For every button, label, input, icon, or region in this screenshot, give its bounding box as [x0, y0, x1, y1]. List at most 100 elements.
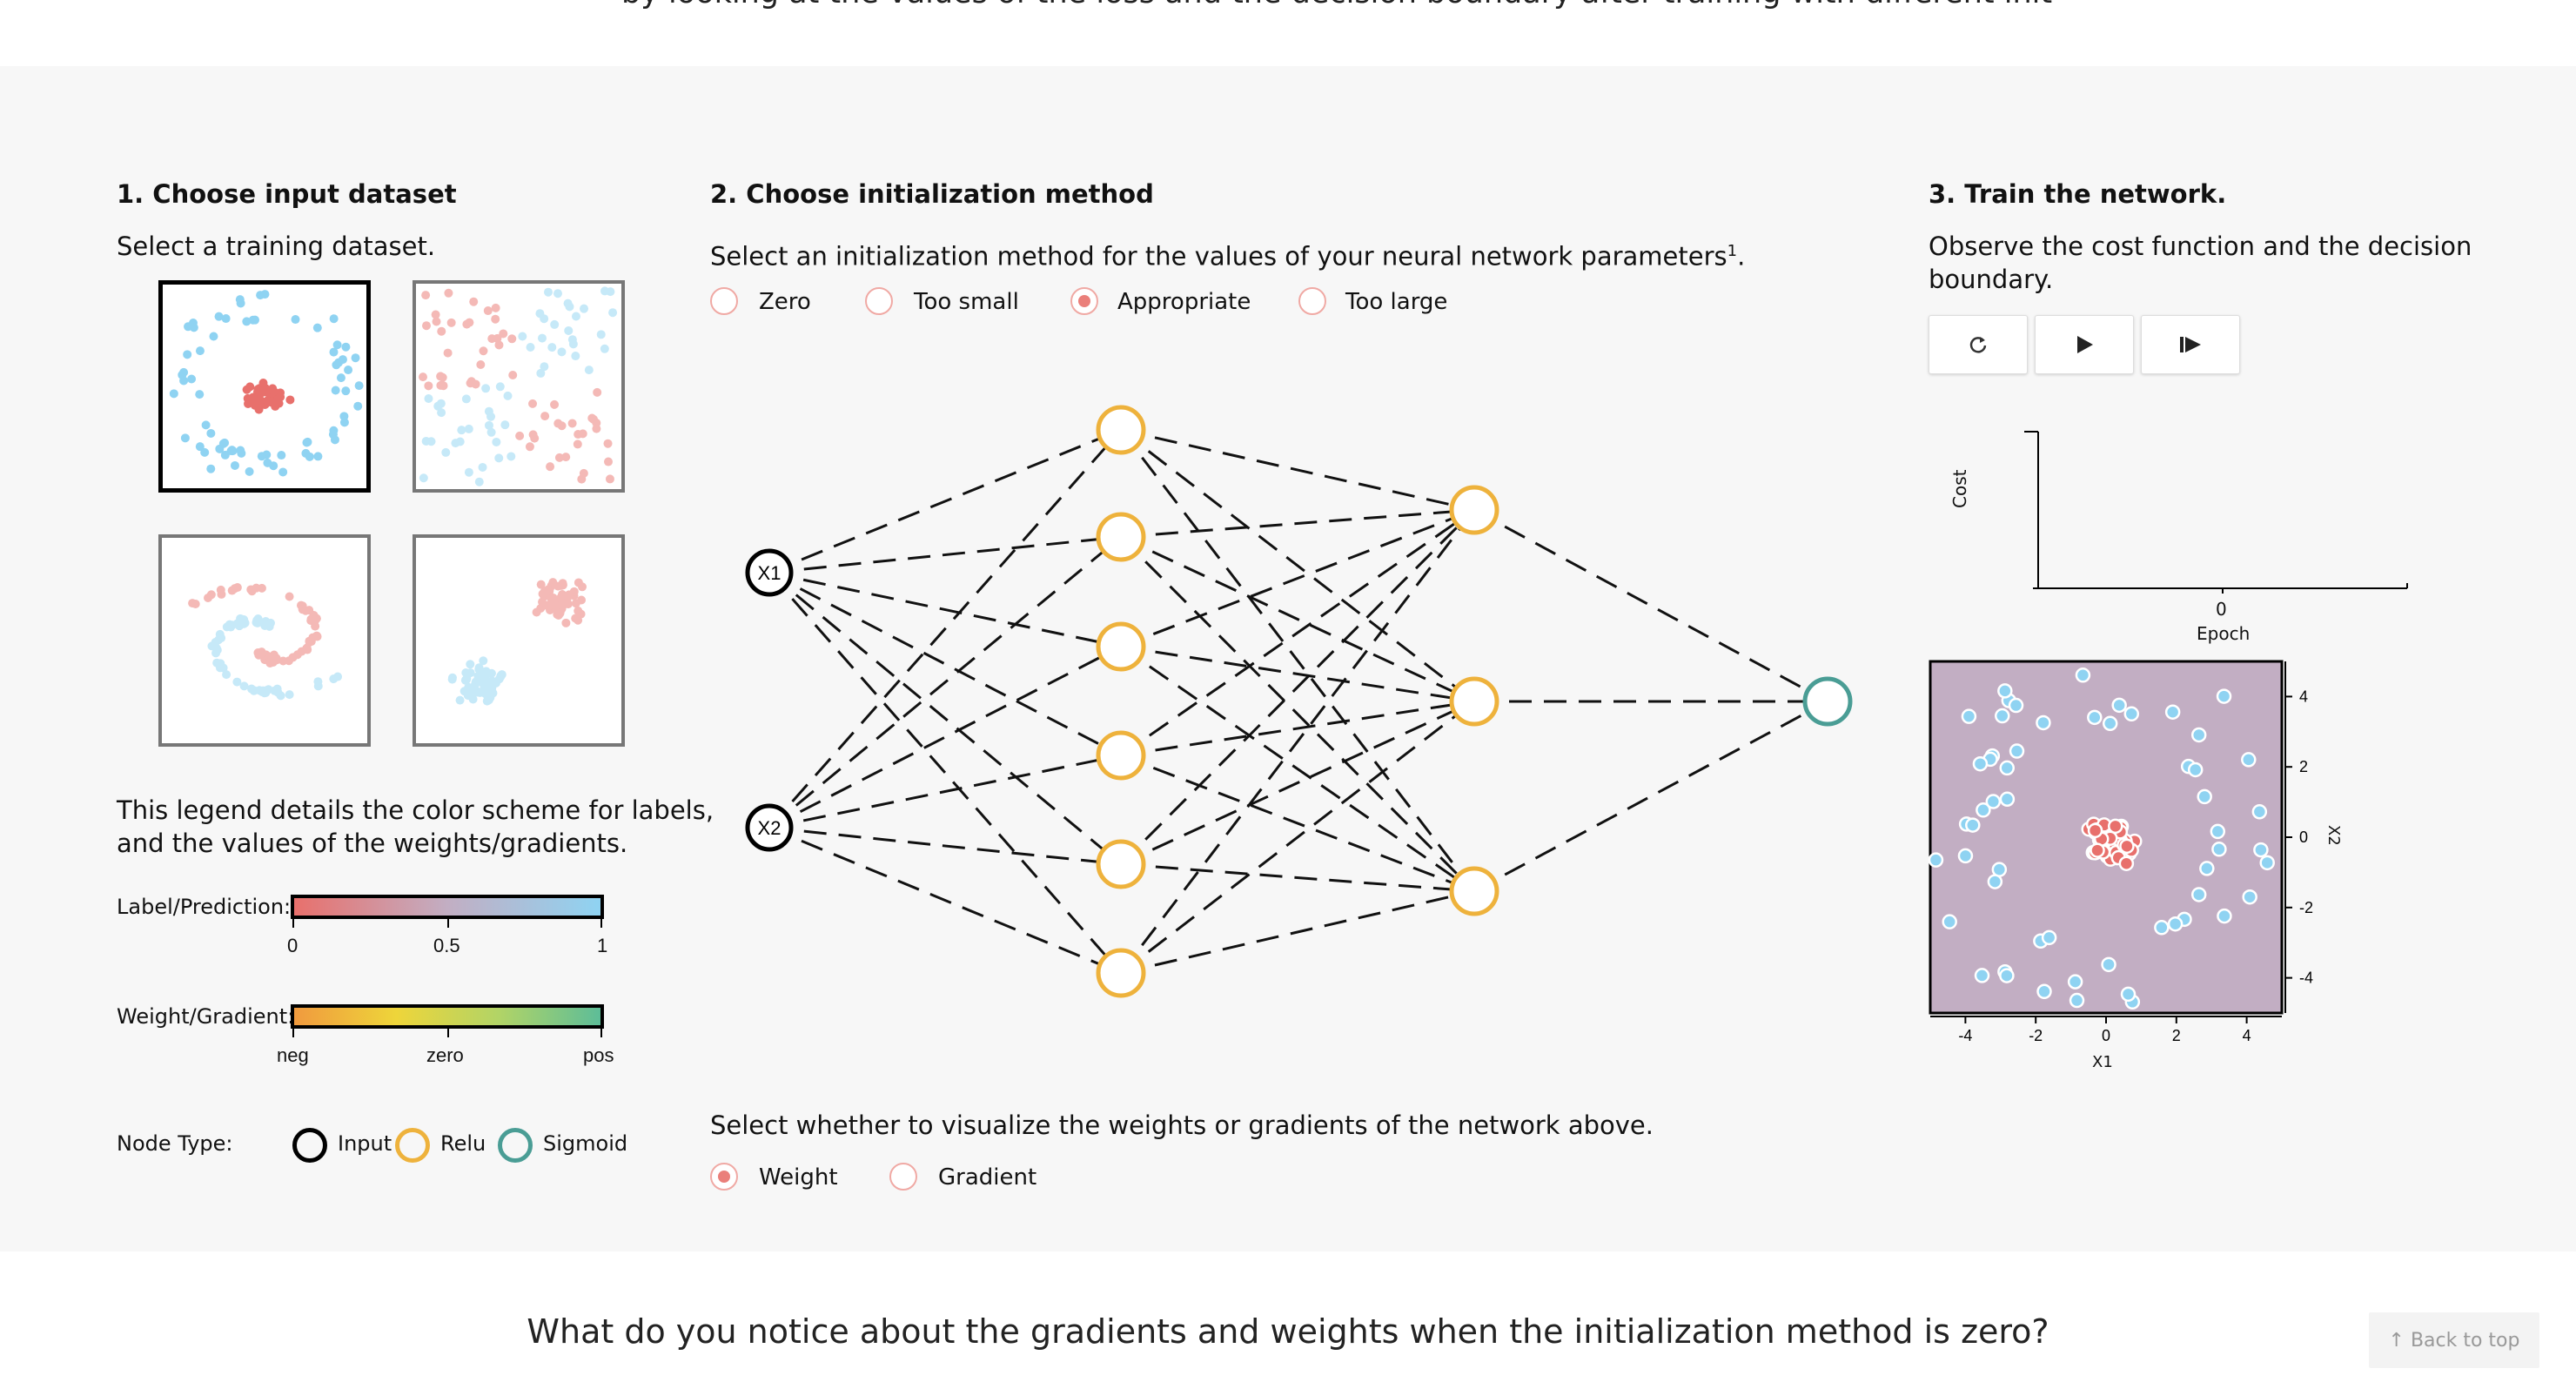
legend-description-line1: This legend details the color scheme for…	[117, 795, 714, 825]
relu-node	[1096, 839, 1146, 889]
init-label-appropriate[interactable]: Appropriate	[1117, 289, 1251, 315]
viz-label-gradient[interactable]: Gradient	[938, 1164, 1037, 1191]
dataset-point	[469, 682, 479, 692]
dataset-point	[455, 437, 465, 446]
dataset-point	[236, 299, 245, 308]
dataset-point	[195, 346, 205, 356]
boundary-point	[2075, 668, 2091, 683]
dataset-point	[446, 318, 456, 327]
dataset-point	[486, 427, 496, 437]
relu-node	[1449, 676, 1499, 727]
boundary-y-tick-label: -4	[2299, 969, 2313, 987]
boundary-point	[2036, 983, 2052, 1000]
boundary-point	[1985, 794, 2002, 809]
viz-radio-weight[interactable]	[710, 1163, 738, 1191]
weight-tick-mark-pos	[600, 1029, 602, 1037]
dataset-point	[344, 366, 353, 375]
dataset-point	[338, 355, 347, 365]
dataset-point	[580, 304, 589, 313]
network-edge	[1119, 535, 1476, 893]
dataset-point	[312, 323, 322, 332]
dataset-thumb-spiral[interactable]	[158, 534, 371, 747]
dataset-point	[500, 420, 510, 430]
dataset-point	[285, 690, 294, 700]
dataset-point	[603, 439, 613, 448]
dataset-point	[285, 395, 295, 405]
sigmoid-node-legend-icon	[498, 1128, 533, 1163]
init-label-too-small[interactable]: Too small	[914, 289, 1019, 315]
dataset-point	[564, 325, 574, 335]
step3-subtitle-line1: Observe the cost function and the decisi…	[1929, 231, 2472, 261]
network-edge	[1120, 508, 1475, 539]
init-radio-appropriate[interactable]	[1070, 287, 1098, 315]
dataset-point	[578, 582, 587, 592]
boundary-point	[2167, 916, 2184, 932]
dataset-point	[209, 332, 218, 341]
dataset-point	[278, 656, 288, 666]
dataset-point	[265, 618, 275, 627]
dataset-point	[584, 366, 594, 375]
relu-node	[1449, 485, 1499, 535]
boundary-point	[2190, 727, 2207, 743]
dataset-thumb-gaussian[interactable]	[413, 534, 625, 747]
boundary-point	[2242, 889, 2257, 905]
network-edge	[768, 754, 1122, 829]
boundary-xlabel: X1	[2092, 1053, 2113, 1071]
network-edge	[768, 571, 1122, 757]
dataset-point	[191, 599, 200, 608]
dataset-thumb-xor[interactable]	[413, 280, 625, 493]
weight-tick-pos: pos	[583, 1044, 614, 1066]
dataset-point	[605, 474, 614, 484]
init-radio-too-small[interactable]	[865, 287, 893, 315]
dataset-point	[329, 314, 339, 324]
dataset-point	[538, 597, 547, 607]
init-radio-too-large[interactable]	[1298, 287, 1326, 315]
boundary-point	[2009, 743, 2025, 759]
play-button[interactable]	[2035, 315, 2134, 374]
dataset-point	[169, 389, 178, 399]
viz-radio-gradient[interactable]	[889, 1163, 917, 1191]
boundary-x-tick-label: -2	[2029, 1027, 2043, 1044]
dataset-point	[424, 394, 433, 404]
init-label-zero[interactable]: Zero	[759, 289, 811, 315]
dataset-point	[506, 452, 516, 461]
dataset-point	[574, 606, 583, 615]
step-button[interactable]	[2141, 315, 2240, 374]
dataset-xor-scatter	[419, 286, 618, 486]
dataset-point	[466, 668, 475, 678]
top-partial-text: by looking at the values of the loss and…	[621, 0, 2052, 10]
dataset-point	[215, 629, 225, 639]
dataset-point	[481, 667, 491, 676]
dataset-point	[555, 608, 565, 618]
boundary-point	[2067, 974, 2083, 990]
init-label-too-large[interactable]: Too large	[1345, 289, 1448, 315]
back-to-top-button[interactable]: ↑ Back to top	[2369, 1312, 2539, 1368]
dataset-point	[436, 380, 446, 390]
reset-button[interactable]	[1929, 315, 2028, 374]
dataset-point	[259, 385, 269, 394]
dataset-point	[437, 326, 446, 336]
dataset-point	[481, 384, 491, 393]
boundary-x-tick-label: 2	[2172, 1027, 2181, 1044]
boundary-point	[2123, 706, 2140, 722]
dataset-point	[247, 587, 257, 596]
init-radio-zero[interactable]	[710, 287, 738, 315]
dataset-point	[558, 579, 567, 588]
dataset-point	[329, 674, 339, 684]
dataset-thumb-circle[interactable]	[158, 280, 371, 493]
network-edge	[1119, 508, 1476, 866]
weight-tick-zero: zero	[426, 1044, 464, 1066]
dataset-point	[484, 420, 493, 430]
dataset-spiral-scatter	[188, 583, 343, 701]
network-edge	[1120, 508, 1475, 757]
dataset-point	[600, 344, 609, 353]
boundary-point	[2107, 818, 2123, 835]
dataset-point	[419, 473, 428, 483]
viz-label-weight[interactable]: Weight	[759, 1164, 838, 1191]
label-tick-mark-05	[447, 919, 449, 928]
dataset-point	[508, 370, 518, 379]
boundary-point	[2036, 714, 2051, 731]
footnote-link[interactable]: 1	[1727, 242, 1738, 260]
network-edge	[1120, 645, 1475, 703]
dataset-point	[540, 314, 549, 324]
